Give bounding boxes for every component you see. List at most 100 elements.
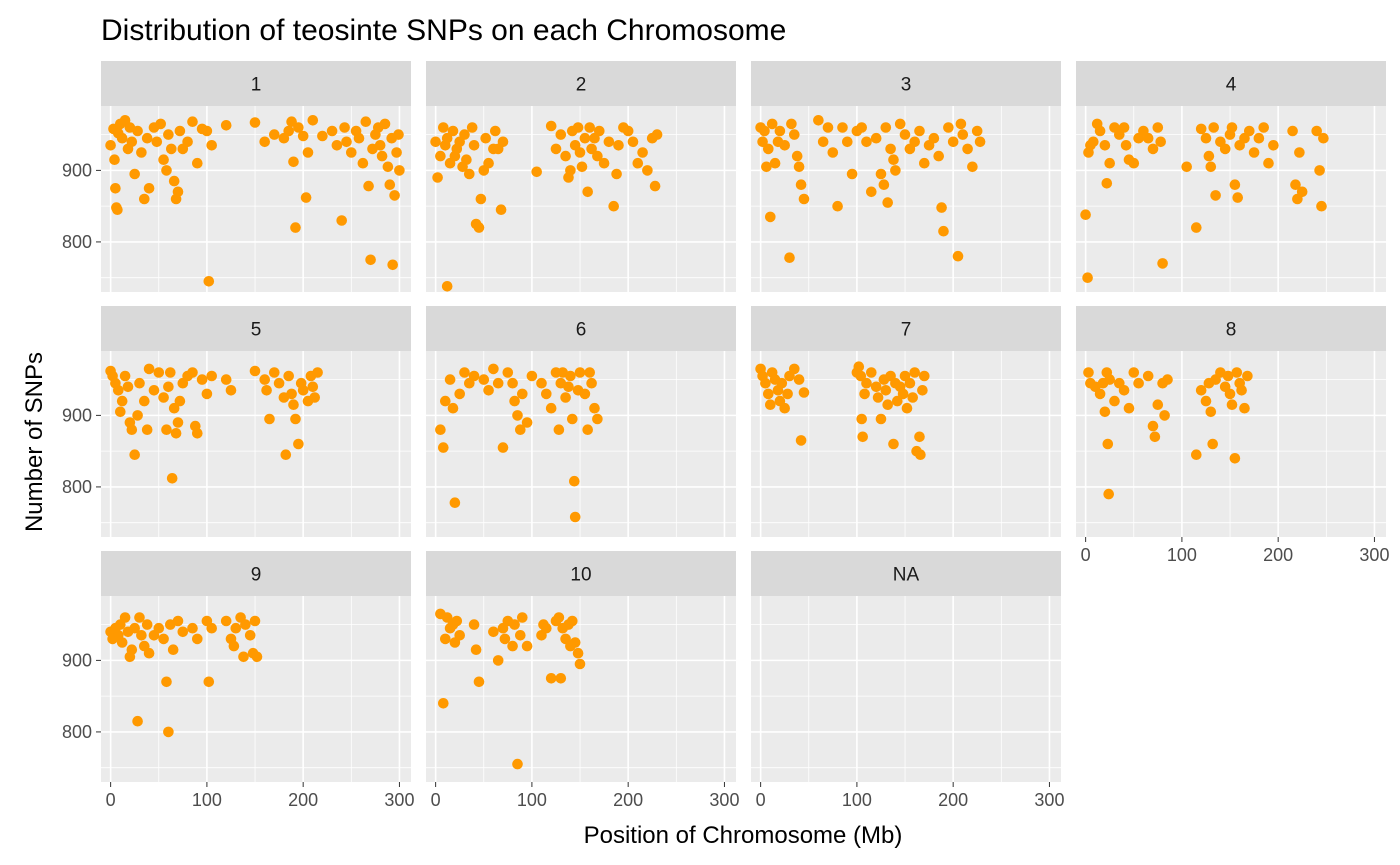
x-tick-label: 100 bbox=[192, 790, 222, 810]
data-point bbox=[192, 428, 203, 439]
data-point bbox=[161, 676, 172, 688]
y-tick-label: 800 bbox=[62, 722, 92, 742]
data-point bbox=[776, 377, 788, 389]
data-point bbox=[855, 370, 867, 382]
data-point bbox=[288, 156, 299, 168]
data-point bbox=[1149, 431, 1161, 443]
data-point bbox=[238, 651, 249, 663]
data-point bbox=[502, 367, 514, 378]
data-point bbox=[374, 140, 386, 151]
data-point bbox=[126, 644, 138, 655]
data-point bbox=[861, 377, 872, 389]
data-point bbox=[795, 179, 807, 190]
data-point bbox=[885, 143, 896, 155]
data-point bbox=[158, 633, 169, 645]
data-point bbox=[495, 204, 507, 215]
data-point bbox=[1205, 406, 1217, 418]
data-point bbox=[182, 136, 193, 148]
data-point bbox=[793, 374, 805, 385]
data-point bbox=[509, 395, 520, 407]
data-point bbox=[228, 640, 240, 652]
data-point bbox=[470, 644, 482, 655]
data-point bbox=[132, 715, 143, 727]
data-point bbox=[832, 200, 843, 212]
facet-strip bbox=[101, 61, 411, 106]
panel-background bbox=[751, 596, 1061, 782]
data-point bbox=[290, 222, 301, 233]
data-point bbox=[598, 157, 610, 169]
data-point bbox=[134, 612, 145, 623]
data-point bbox=[582, 424, 593, 436]
data-point bbox=[1239, 402, 1250, 414]
data-point bbox=[172, 186, 184, 198]
data-point bbox=[572, 122, 584, 133]
data-point bbox=[317, 130, 328, 142]
data-point bbox=[341, 136, 352, 148]
data-point bbox=[1147, 420, 1159, 432]
data-point bbox=[531, 166, 542, 178]
data-point bbox=[161, 424, 172, 436]
data-point bbox=[488, 363, 499, 375]
x-tick-label: 100 bbox=[1167, 545, 1197, 565]
data-point bbox=[206, 622, 217, 634]
data-point bbox=[346, 147, 357, 158]
chart-title: Distribution of teosinte SNPs on each Ch… bbox=[101, 14, 786, 47]
data-point bbox=[909, 136, 920, 148]
data-point bbox=[454, 388, 466, 400]
data-point bbox=[447, 125, 459, 137]
data-point bbox=[1226, 122, 1238, 133]
data-point bbox=[309, 392, 321, 403]
data-point bbox=[914, 125, 925, 137]
data-point bbox=[586, 377, 597, 389]
y-tick-label: 800 bbox=[62, 477, 92, 497]
data-point bbox=[760, 377, 771, 389]
data-point bbox=[1094, 388, 1106, 400]
data-point bbox=[1318, 132, 1329, 144]
data-point bbox=[473, 222, 485, 233]
data-point bbox=[1232, 192, 1243, 203]
data-point bbox=[141, 619, 153, 630]
data-point bbox=[613, 140, 624, 151]
data-point bbox=[353, 132, 365, 144]
data-point bbox=[1083, 367, 1094, 378]
data-point bbox=[259, 374, 271, 385]
data-point bbox=[574, 147, 586, 158]
x-tick-label: 300 bbox=[1034, 790, 1064, 810]
data-point bbox=[1142, 370, 1154, 382]
x-tick-label: 200 bbox=[288, 790, 318, 810]
data-point bbox=[177, 626, 189, 638]
data-point bbox=[269, 129, 280, 140]
x-tick-label: 200 bbox=[1263, 545, 1293, 565]
data-point bbox=[1311, 125, 1322, 137]
data-point bbox=[1219, 143, 1231, 155]
data-point bbox=[870, 381, 882, 393]
x-tick-label: 300 bbox=[709, 790, 739, 810]
data-point bbox=[141, 424, 153, 436]
data-point bbox=[490, 125, 501, 137]
facet-strip-label: 1 bbox=[251, 75, 262, 96]
data-point bbox=[454, 630, 466, 641]
x-tick-label: 0 bbox=[106, 790, 116, 810]
data-point bbox=[475, 193, 487, 205]
data-point bbox=[432, 172, 443, 183]
data-point bbox=[1118, 122, 1130, 133]
data-point bbox=[163, 381, 174, 393]
data-point bbox=[592, 413, 603, 425]
data-point bbox=[933, 150, 944, 162]
data-point bbox=[574, 658, 586, 670]
data-point bbox=[158, 392, 169, 403]
data-point bbox=[938, 225, 949, 237]
y-tick-label: 900 bbox=[62, 405, 92, 425]
data-point bbox=[1152, 122, 1164, 133]
data-point bbox=[326, 125, 338, 137]
data-point bbox=[451, 615, 463, 627]
data-point bbox=[435, 150, 446, 162]
data-point bbox=[627, 136, 639, 148]
data-point bbox=[468, 140, 480, 151]
data-point bbox=[174, 395, 186, 407]
data-point bbox=[1118, 385, 1130, 396]
data-point bbox=[888, 438, 899, 450]
data-point bbox=[168, 402, 180, 414]
data-point bbox=[789, 363, 800, 375]
data-point bbox=[1147, 143, 1159, 155]
